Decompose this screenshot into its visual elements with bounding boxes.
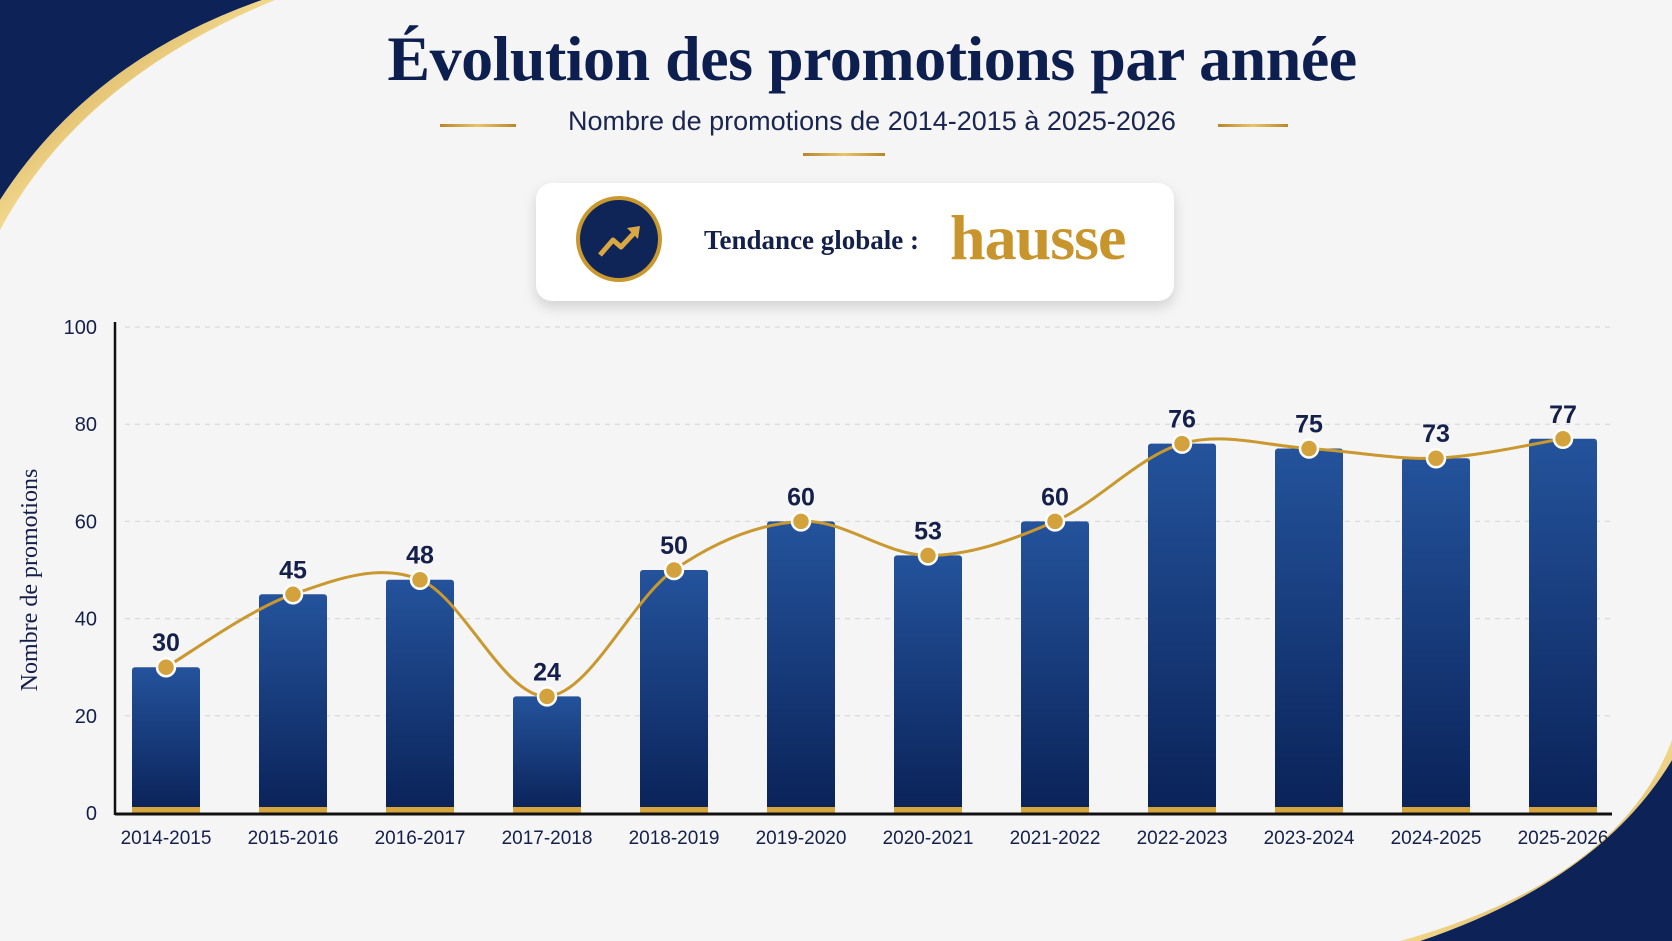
bar-gold-base	[259, 807, 327, 813]
data-label: 53	[914, 517, 942, 545]
gold-divider-left	[440, 124, 516, 127]
bar	[1529, 438, 1597, 813]
x-tick-label: 2019-2020	[756, 828, 847, 849]
trend-marker	[282, 584, 304, 605]
trend-marker	[1298, 438, 1320, 459]
bar	[132, 667, 200, 813]
bar	[1148, 443, 1216, 813]
x-tick-label: 2017-2018	[502, 828, 593, 849]
gold-divider-right	[1218, 124, 1288, 127]
bar	[1275, 448, 1343, 813]
x-tick-label: 2025-2026	[1518, 828, 1609, 849]
x-tick-label: 2018-2019	[629, 828, 720, 849]
trend-line	[165, 437, 1564, 698]
bar	[513, 696, 581, 813]
bar-gold-base	[1021, 807, 1089, 813]
data-label: 50	[660, 532, 688, 560]
x-tick-label: 2023-2024	[1264, 828, 1355, 849]
bar-gold-base	[894, 807, 962, 813]
y-tick-label: 0	[86, 803, 97, 825]
bar	[386, 579, 454, 813]
bar-gold-base	[1275, 807, 1343, 813]
x-tick-label: 2024-2025	[1391, 828, 1482, 849]
bar-gold-base	[1402, 807, 1470, 813]
trend-marker	[1552, 428, 1574, 450]
y-tick-label: 80	[75, 414, 97, 436]
data-label: 24	[533, 658, 561, 686]
y-tick-label: 40	[75, 609, 97, 631]
trend-label: Tendance globale :	[704, 225, 920, 255]
bar	[767, 521, 835, 813]
trend-value: hausse	[950, 202, 1126, 273]
data-label: 76	[1168, 406, 1196, 434]
y-tick-label: 100	[64, 317, 97, 339]
trend-marker	[536, 686, 558, 707]
bar-gold-base	[1529, 807, 1597, 813]
trend-marker	[155, 656, 177, 678]
trend-marker	[917, 545, 939, 566]
trend-marker	[1044, 511, 1066, 532]
bar	[1402, 458, 1470, 813]
data-label: 60	[1041, 483, 1069, 511]
data-label: 60	[787, 483, 815, 511]
bar-gold-base	[767, 807, 835, 813]
bar-gold-base	[132, 807, 200, 813]
trend-marker	[1171, 433, 1193, 454]
bar-gold-base	[513, 807, 581, 813]
y-tick-label: 60	[75, 511, 97, 533]
bar-gold-base	[386, 807, 454, 813]
page-title: Évolution des promotions par année	[387, 23, 1357, 94]
data-label: 48	[406, 542, 434, 570]
trend-marker	[409, 569, 431, 590]
data-label: 77	[1549, 401, 1577, 429]
trend-card: Tendance globale : hausse	[536, 183, 1174, 301]
data-label: 45	[279, 556, 307, 584]
trend-marker	[790, 511, 812, 532]
trend-marker	[1425, 447, 1447, 469]
x-tick-label: 2020-2021	[883, 828, 974, 849]
data-label: 73	[1422, 420, 1450, 448]
subtitle: Nombre de promotions de 2014-2015 à 2025…	[568, 106, 1176, 136]
bar	[259, 594, 327, 813]
x-tick-label: 2014-2015	[121, 828, 212, 849]
data-label: 75	[1295, 411, 1323, 439]
y-axis-label: Nombre de promotions	[17, 469, 43, 692]
trend-marker	[663, 559, 685, 581]
bar-gold-base	[640, 807, 708, 813]
x-tick-label: 2015-2016	[248, 828, 339, 849]
bar-gold-base	[1148, 807, 1216, 813]
bar	[894, 555, 962, 813]
x-tick-label: 2022-2023	[1137, 828, 1228, 849]
bar	[640, 570, 708, 813]
data-label: 30	[152, 629, 180, 657]
bar	[1021, 521, 1089, 813]
x-tick-label: 2016-2017	[375, 828, 466, 849]
y-tick-label: 20	[75, 706, 97, 728]
gold-divider-center	[803, 153, 885, 156]
trending-up-icon	[576, 196, 662, 282]
x-tick-label: 2021-2022	[1010, 828, 1101, 849]
